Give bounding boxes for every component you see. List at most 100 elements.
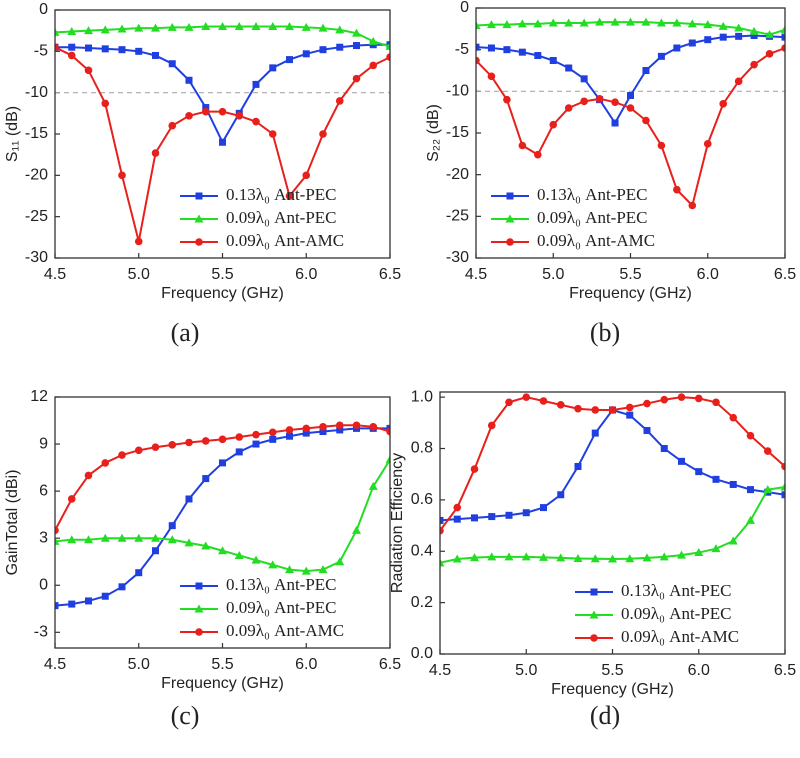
- y-tick-label: 0.4: [411, 542, 433, 559]
- panel-label: (d): [590, 701, 620, 730]
- marker-square: [642, 67, 650, 74]
- marker-circle: [522, 393, 531, 401]
- panel-label: (c): [171, 701, 200, 730]
- x-tick-label: 5.0: [542, 266, 564, 283]
- y-tick-label: 0.2: [411, 594, 433, 611]
- marker-triangle: [486, 20, 496, 29]
- marker-triangle: [573, 553, 583, 562]
- marker-circle: [118, 171, 126, 180]
- marker-triangle: [55, 27, 60, 36]
- marker-triangle: [194, 214, 204, 223]
- marker-triangle: [476, 21, 481, 29]
- marker-square: [168, 60, 176, 68]
- x-tick-label: 6.0: [295, 656, 317, 673]
- legend-label: 0.09λ₀ Ant-AMC: [621, 627, 739, 646]
- marker-circle: [487, 421, 496, 430]
- marker-circle: [673, 185, 681, 194]
- marker-triangle: [218, 22, 227, 31]
- marker-triangle: [677, 550, 686, 559]
- marker-circle: [750, 60, 758, 69]
- marker-triangle: [440, 558, 445, 567]
- x-tick-label: 4.5: [44, 266, 66, 283]
- marker-circle: [763, 447, 772, 455]
- marker-triangle: [718, 21, 728, 30]
- marker-triangle: [84, 535, 93, 544]
- marker-triangle: [564, 18, 574, 27]
- marker-circle: [781, 44, 785, 52]
- marker-circle: [218, 107, 227, 116]
- marker-square: [719, 33, 727, 41]
- plot-frame: [54, 9, 391, 259]
- marker-square: [135, 569, 143, 577]
- marker-square: [673, 44, 681, 52]
- marker-square: [118, 583, 126, 591]
- x-tick-label: 6.5: [774, 662, 796, 679]
- marker-triangle: [487, 552, 497, 561]
- marker-triangle: [67, 535, 77, 544]
- marker-triangle: [368, 481, 378, 490]
- marker-circle: [185, 438, 193, 447]
- x-tick-label: 4.5: [44, 656, 66, 673]
- marker-circle: [534, 150, 542, 159]
- marker-square: [353, 42, 360, 50]
- marker-circle: [369, 423, 378, 431]
- y-tick-label: -10: [25, 84, 48, 101]
- marker-square: [590, 588, 598, 596]
- marker-triangle: [703, 20, 713, 29]
- marker-square: [565, 64, 573, 72]
- marker-triangle: [234, 22, 244, 31]
- marker-square: [574, 462, 582, 470]
- marker-circle: [539, 397, 548, 405]
- marker-square: [580, 75, 588, 83]
- marker-square: [101, 45, 109, 53]
- marker-triangle: [318, 23, 328, 32]
- marker-triangle: [533, 19, 543, 28]
- marker-square: [750, 32, 758, 39]
- marker-triangle: [452, 554, 462, 563]
- marker-square: [118, 46, 126, 54]
- marker-square: [235, 448, 243, 456]
- marker-triangle: [167, 22, 177, 31]
- y-tick-label: 0: [460, 0, 469, 16]
- marker-circle: [608, 406, 617, 414]
- marker-circle: [503, 95, 511, 104]
- marker-square: [704, 36, 712, 44]
- marker-square: [302, 50, 310, 58]
- marker-square: [219, 459, 226, 467]
- marker-triangle: [134, 533, 144, 542]
- marker-circle: [470, 465, 479, 473]
- marker-triangle: [625, 554, 635, 563]
- marker-circle: [352, 421, 361, 430]
- marker-square: [781, 33, 785, 41]
- marker-square: [534, 52, 542, 59]
- legend-label: 0.09λ₀ Ant-PEC: [537, 208, 648, 227]
- legend-label: 0.09λ₀ Ant-AMC: [226, 621, 344, 640]
- marker-circle: [201, 437, 210, 445]
- series-line: [55, 43, 390, 145]
- marker-triangle: [151, 533, 160, 542]
- marker-triangle: [100, 25, 110, 34]
- y-tick-label: -10: [446, 83, 469, 100]
- marker-circle: [319, 423, 327, 431]
- marker-circle: [302, 171, 311, 180]
- x-tick-label: 6.5: [379, 266, 401, 283]
- marker-triangle: [579, 18, 589, 27]
- plot-frame: [54, 396, 391, 649]
- y-axis-label: GainTotal (dBi): [4, 470, 21, 576]
- x-tick-label: 5.5: [601, 662, 623, 679]
- y-tick-label: -30: [25, 249, 48, 266]
- marker-triangle: [608, 554, 617, 563]
- marker-triangle: [84, 26, 93, 35]
- y-axis-label: S₁₁ (dB): [4, 106, 21, 162]
- marker-circle: [319, 130, 327, 138]
- y-tick-label: -25: [446, 208, 469, 225]
- marker-circle: [285, 192, 294, 200]
- marker-circle: [67, 51, 76, 60]
- legend-label: 0.13λ₀ Ant-PEC: [621, 581, 732, 600]
- marker-square: [252, 80, 260, 88]
- marker-circle: [657, 141, 666, 150]
- marker-triangle: [765, 30, 775, 39]
- marker-triangle: [539, 552, 548, 561]
- marker-circle: [591, 406, 600, 414]
- marker-triangle: [251, 22, 261, 31]
